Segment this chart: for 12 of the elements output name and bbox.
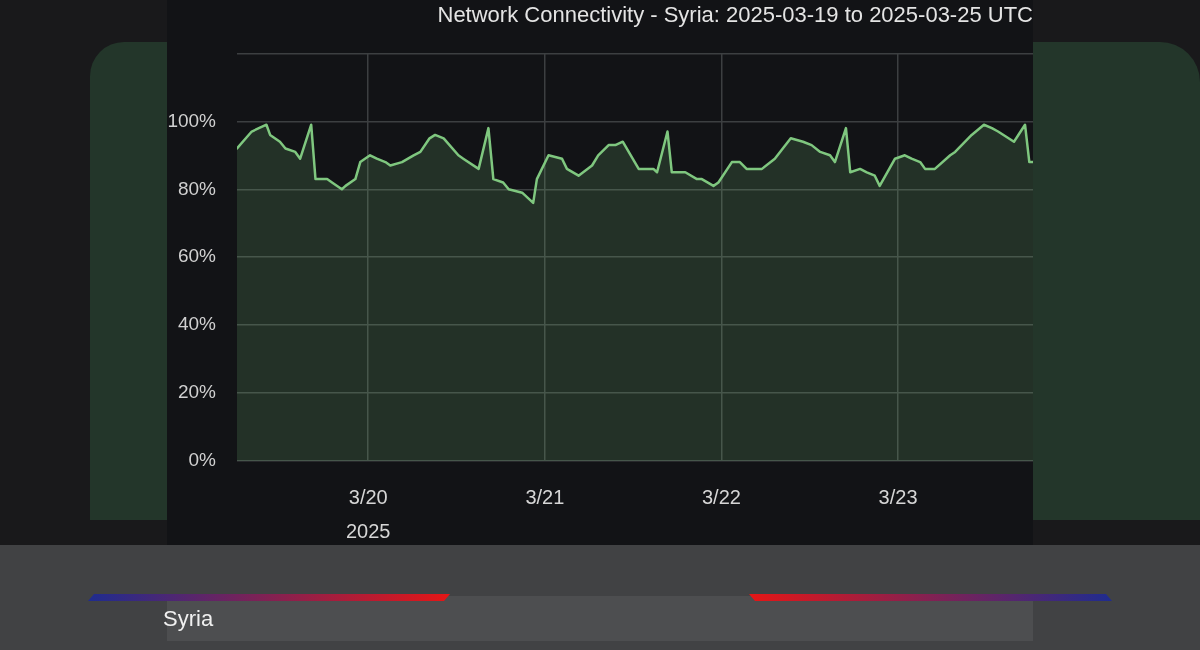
y-tick-label: 40% — [177, 313, 217, 335]
x-tick-label: 3/22 — [702, 485, 741, 508]
text: Syria — [163, 606, 214, 632]
y-tick-label: 80% — [177, 177, 217, 199]
chart-title: Network Connectivity - Syria: 2025-03-19 to 2025-03-25 UTC — [437, 2, 1034, 28]
y-tick-label: 0% — [188, 449, 217, 471]
y-tick-label: 20% — [177, 381, 217, 403]
x-tick-label: 3/23 — [878, 485, 918, 508]
x-tick-label: 3/20 2025 — [345, 485, 391, 542]
y-tick-label: 100% — [167, 109, 217, 131]
y-tick-label: 60% — [177, 245, 217, 267]
x-tick-label: 3/21 — [525, 485, 565, 508]
